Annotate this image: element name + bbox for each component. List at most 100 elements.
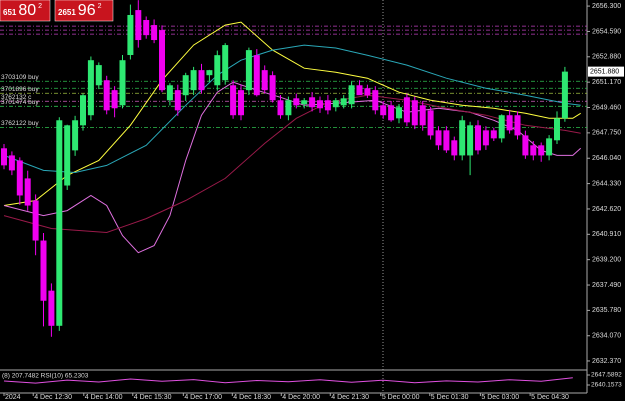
candle-body [356,85,363,96]
candle-body [538,145,545,156]
candle-body [24,178,31,206]
candle-body [301,100,308,105]
candle-body [182,75,189,96]
x-tick-label: 5 Dec 04:30 [531,394,569,401]
candle-body [530,145,537,156]
candle-body [40,240,47,301]
quote-box [0,0,51,22]
candle-body [459,120,466,156]
candle-body [8,155,15,171]
candle-body [159,30,165,91]
candle-body [64,125,71,186]
candle-body [174,90,181,111]
candle-body [506,115,513,131]
candle-body [490,130,497,139]
quote-sup: 2 [98,3,102,10]
candle-body [190,70,197,91]
candle-body [498,115,505,139]
candle-body [396,107,402,119]
order-label: 3762122 buy [1,120,39,127]
candle-body [332,100,339,108]
candle-body [222,45,229,81]
quote-big: 96 [78,2,96,19]
candle-body [522,135,529,156]
y-tick-label: 2644.330 [592,180,621,187]
candle-body [253,55,260,96]
candle-body [309,97,316,108]
quote-small: 2651 [58,8,76,17]
candle-body [317,100,323,109]
y-tick-label: 2637.490 [592,282,621,289]
candle-body [127,14,134,56]
candle-body [56,120,63,326]
candle-body [277,100,284,116]
candle-body [238,90,244,116]
y-tick-label: 2654.590 [592,28,621,35]
candle-body [1,148,7,166]
candle-body [443,130,450,151]
candle-body [135,10,142,41]
last-price-box [588,66,624,77]
candle-body [482,130,489,146]
candle-body [214,55,221,86]
y-tick-label: 2642.620 [592,206,621,213]
candle-body [427,110,434,136]
sub-y-tick-label: 2640.1573 [591,382,622,389]
order-label: 3703109 buy [1,74,39,81]
x-tick-label: 5 Dec 03:00 [481,394,519,401]
order-label: 3762132 c [1,94,32,101]
order-label: 3701896 buy [1,86,39,93]
candle-body [435,130,442,146]
candle-body [411,100,418,126]
quote-box [54,0,114,22]
sub-y-tick-label: 2647.5892 [591,372,622,379]
candle-body [364,88,371,96]
candle-body [111,90,118,109]
candle-body [151,25,158,41]
candle-body [514,115,521,136]
candle-body [285,100,292,116]
quote-sup: 2 [38,3,42,10]
y-tick-label: 2632.370 [592,358,621,365]
quote-big: 80 [18,2,36,19]
x-tick-label: 4 Dec 20:00 [282,394,320,401]
candle-body [166,85,173,101]
y-tick-label: 2634.070 [592,333,621,340]
x-tick-label: 5 Dec 00:00 [382,394,420,401]
candle-body [324,100,331,111]
candle-body [269,75,276,101]
candle-body [293,98,300,106]
y-tick-label: 2640.910 [592,231,621,238]
x-tick-label: 4 Dec 17:00 [184,394,222,401]
y-tick-label: 2651.170 [592,79,621,86]
candle-body [95,65,102,86]
candle-body [143,20,150,36]
x-tick-label: 4 Dec 15:30 [134,394,172,401]
candle-body [388,105,395,121]
candle-body [245,50,252,91]
y-tick-label: 2646.040 [592,155,621,162]
candle-body [230,85,237,116]
y-tick-label: 2639.200 [592,257,621,264]
y-tick-label: 2647.750 [592,130,621,137]
x-tick-label: 4 Dec 12:30 [34,394,72,401]
candle-body [561,71,568,119]
x-tick-label: 4 Dec 18:30 [233,394,271,401]
candle-body [48,290,55,326]
candle-body [403,97,410,123]
y-tick-label: 2656.300 [592,3,621,10]
candle-body [348,85,355,105]
candle-body [16,160,23,196]
candle-body [80,95,86,126]
indicator-line [3,21,581,206]
candle-body [340,98,347,106]
x-tick-label: 4 Dec 21:30 [331,394,369,401]
y-tick-label: 2652.880 [592,54,621,61]
sub-panel-line [3,377,573,384]
y-tick-label: 2635.780 [592,307,621,314]
candle-body [87,60,94,116]
x-tick-label: 2024 [5,394,21,401]
candle-body [451,140,458,156]
